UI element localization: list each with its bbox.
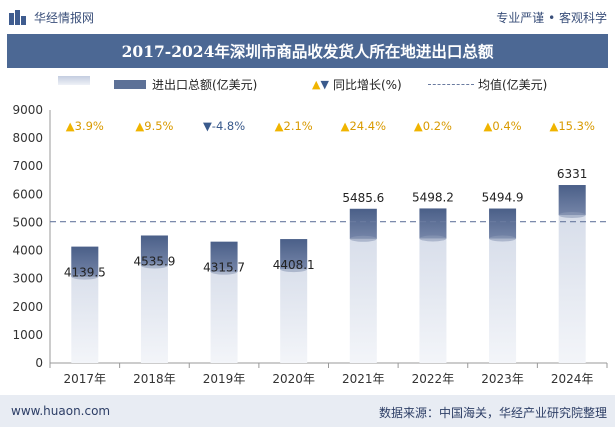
triangle-down-icon: ▼ (320, 78, 329, 91)
y-tick-label: 3000 (12, 272, 43, 286)
slogan: 专业严谨 • 客观科学 (496, 11, 607, 25)
y-tick-label: 0 (35, 356, 43, 370)
bar-cap (489, 208, 517, 239)
x-tick-label: 2024年 (551, 372, 594, 386)
growth-label: ▲0.4% (484, 119, 522, 133)
y-tick-label: 1000 (12, 328, 43, 342)
brand[interactable]: 华经情报网 (8, 8, 94, 26)
x-tick-label: 2022年 (412, 372, 455, 386)
legend-bar-swatch (114, 80, 146, 89)
y-tick-label: 8000 (12, 131, 43, 145)
bar-cap-edge (140, 262, 168, 269)
bar-cap-edge (558, 212, 586, 219)
chart-plot: 0 1000 2000 3000 4000 5000 6000 7000 8000 9000 201… (12, 103, 608, 386)
growth-label: ▲2.1% (275, 119, 313, 133)
legend-bar-gradient (58, 76, 90, 85)
bar-cap-edge (349, 235, 377, 242)
legend-light-swatch (58, 76, 90, 85)
y-tick-label: 7000 (12, 159, 43, 173)
x-tick-label: 2023年 (481, 372, 524, 386)
y-tick-label: 9000 (12, 103, 43, 117)
bar-value-label: 5485.6 (342, 191, 384, 205)
x-tick-label: 2017年 (64, 372, 107, 386)
growth-label: ▼-4.8% (203, 119, 245, 133)
y-tick-label: 4000 (12, 244, 43, 258)
growth-label: ▲9.5% (135, 119, 173, 133)
legend-bar-label: 进出口总额(亿美元) (152, 78, 258, 92)
chart-title: 2017-2024年深圳市商品收发货人所在地进出口总额 (7, 34, 608, 68)
y-tick-label: 2000 (12, 300, 43, 314)
bar-value-label: 4315.7 (203, 261, 245, 275)
footer: www.huaon.com 数据来源：中国海关，华经产业研究院整理 (0, 395, 615, 427)
growth-label: ▲24.4% (341, 119, 386, 133)
y-tick-label: 6000 (12, 187, 43, 201)
header-bar: 华经情报网 专业严谨 • 客观科学 (0, 0, 615, 34)
bar-value-label: 5498.2 (412, 190, 454, 204)
dashed-line-icon (428, 84, 474, 85)
x-tick-label: 2018年 (133, 372, 176, 386)
footer-website-link[interactable]: www.huaon.com (11, 404, 111, 418)
legend-growth: ▲ ▼ 同比增长(%) (312, 76, 402, 93)
bar-value-label: 6331 (557, 167, 588, 181)
bar-cap (210, 241, 238, 272)
bar-cap (71, 246, 99, 277)
legend-average: 均值(亿美元) (428, 76, 547, 93)
bar-cap-edge (489, 235, 517, 242)
bar-cap (280, 239, 308, 270)
bar-cap-edge (71, 273, 99, 280)
bar-cap-edge (280, 266, 308, 273)
bar-cap (558, 185, 586, 216)
growth-label: ▲3.9% (66, 119, 104, 133)
brand-name: 华经情报网 (34, 10, 95, 25)
bar-value-label: 4139.5 (64, 266, 106, 280)
chart-legend: 进出口总额(亿美元) ▲ ▼ 同比增长(%) 均值(亿美元) (0, 72, 615, 94)
legend-avg-label: 均值(亿美元) (478, 78, 548, 92)
y-tick-label: 5000 (12, 215, 43, 229)
legend-growth-label: 同比增长(%) (332, 78, 402, 92)
bar-cap (140, 235, 168, 266)
triangle-up-icon: ▲ (312, 78, 321, 91)
growth-label: ▲0.2% (414, 119, 452, 133)
bar-value-label: 4535.9 (133, 254, 175, 268)
footer-source: 数据来源：中国海关，华经产业研究院整理 (378, 406, 607, 420)
logo-icon (9, 9, 26, 25)
bar-value-label: 5494.9 (482, 191, 524, 205)
bar-cap (349, 208, 377, 239)
bar-cap-edge (419, 235, 447, 242)
x-tick-label: 2021年 (342, 372, 385, 386)
x-tick-label: 2020年 (272, 372, 315, 386)
legend-bar: 进出口总额(亿美元) (114, 76, 257, 93)
bar-value-label: 4408.1 (273, 258, 315, 272)
x-tick-label: 2019年 (203, 372, 246, 386)
growth-label: ▲15.3% (549, 119, 594, 133)
bar-cap-edge (210, 268, 238, 275)
bar-cap (419, 208, 447, 239)
